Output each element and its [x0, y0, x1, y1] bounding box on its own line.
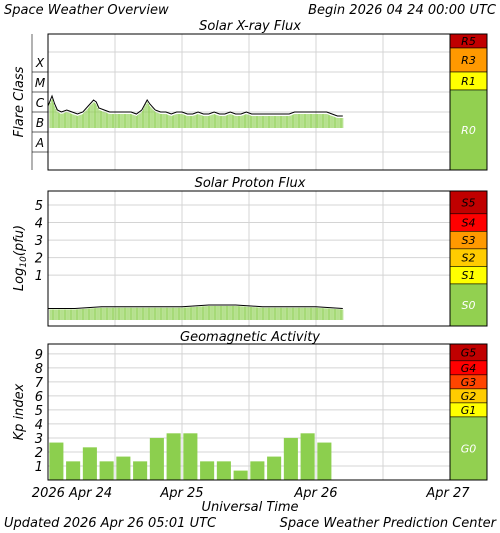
kp-tick-label: 7: [35, 376, 44, 391]
xray-panel-title: Solar X-ray Flux: [199, 19, 301, 34]
scale-label-r3: R3: [461, 54, 476, 67]
kp-tick-label: 1: [35, 460, 43, 475]
scale-label-s5: S5: [462, 196, 476, 209]
xray-flux-line: [47, 94, 343, 117]
scale-label-g3: G3: [461, 376, 477, 389]
kp-bar: [267, 456, 282, 480]
scale-label-s0: S0: [462, 299, 476, 312]
scale-level-g0: [449, 416, 488, 481]
begin-time: Begin 2026 04 24 00:00 UTC: [308, 3, 497, 18]
x-tick-label: Apr 27: [425, 486, 470, 501]
kp-bar: [66, 461, 81, 480]
kp-bar: [317, 442, 332, 480]
kp-bar: [133, 461, 148, 480]
kp-tick-label: 2: [35, 446, 43, 461]
scale-label-g1: G1: [461, 404, 477, 417]
kp-y-axis-label: Kp index: [12, 383, 27, 440]
scale-label-s3: S3: [462, 234, 476, 247]
x-tick-label: Apr 26: [293, 486, 337, 501]
proton-panel-title: Solar Proton Flux: [195, 176, 306, 191]
scale-label-s1: S1: [462, 269, 476, 282]
scale-label-g5: G5: [461, 346, 477, 359]
kp-bar: [149, 437, 164, 480]
scale-label-g0: G0: [461, 442, 477, 455]
proton-flux-line: [48, 304, 343, 309]
kp-bar: [283, 437, 298, 480]
class-label-c: C: [36, 96, 45, 110]
class-label-a: A: [35, 136, 44, 150]
scale-label-r5: R5: [461, 35, 476, 48]
scale-label-g2: G2: [461, 390, 477, 403]
kp-bar: [300, 433, 315, 480]
page-title: Space Weather Overview: [4, 3, 169, 18]
proton-tick-label: 3: [35, 234, 43, 249]
kp-bar: [250, 461, 265, 480]
scale-label-s2: S2: [462, 252, 476, 265]
proton-tick-label: 2: [35, 252, 43, 267]
kp-bar: [216, 461, 231, 480]
credit-text: Space Weather Prediction Center: [280, 516, 498, 531]
x-axis-label: Universal Time: [201, 500, 298, 515]
kp-bar: [99, 461, 114, 480]
x-tick-label: Apr 25: [159, 486, 203, 501]
kp-bar: [183, 433, 198, 480]
kp-tick-label: 3: [35, 432, 43, 447]
scale-label-r0: R0: [461, 124, 476, 137]
proton-flux-panel: 1 2 3 4 5 S5 S4 S3 S2 S1 S0: [35, 190, 488, 327]
kp-bar: [166, 433, 181, 480]
kp-frame: [47, 343, 488, 481]
scale-level-s0: [449, 283, 488, 327]
kp-tick-label: 9: [35, 348, 43, 363]
proton-tick-label: 1: [35, 269, 43, 284]
proton-tick-label: 5: [35, 199, 43, 214]
kp-tick-label: 6: [35, 390, 43, 405]
proton-y-axis-label: Log10(pfu): [12, 225, 29, 291]
kp-bar: [82, 447, 97, 480]
geomag-panel-title: Geomagnetic Activity: [180, 330, 320, 345]
x-tick-label: 2026 Apr 24: [32, 486, 112, 501]
kp-bar: [200, 461, 215, 480]
xray-y-axis-label: Flare Class: [12, 66, 27, 137]
class-label-x: X: [35, 56, 45, 70]
kp-tick-label: 5: [35, 404, 43, 419]
class-label-b: B: [36, 116, 44, 130]
kp-bar: [49, 442, 64, 480]
kp-tick-label: 4: [35, 418, 43, 433]
scale-label-r1: R1: [461, 75, 476, 88]
kp-bar: [116, 456, 131, 480]
scale-label-g4: G4: [461, 362, 477, 375]
proton-frame: [47, 190, 488, 327]
xray-frame: [47, 33, 488, 171]
kp-tick-label: 8: [35, 362, 43, 377]
class-label-m: M: [35, 76, 46, 90]
kp-bar: [233, 470, 248, 480]
scale-label-s4: S4: [462, 217, 476, 230]
proton-tick-label: 4: [35, 217, 43, 232]
x-axis-ticks: 2026 Apr 24 Apr 25 Apr 26 Apr 27: [32, 486, 471, 501]
updated-time: Updated 2026 Apr 26 05:01 UTC: [4, 516, 217, 531]
